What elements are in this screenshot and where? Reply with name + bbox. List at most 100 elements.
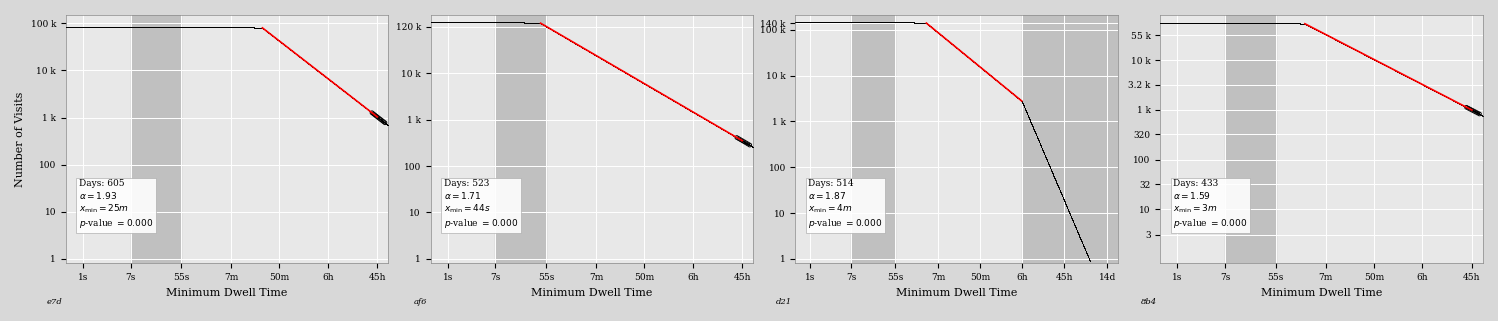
Point	[1010, 98, 1034, 103]
Point	[1062, 223, 1086, 228]
Point	[739, 143, 762, 148]
Point	[1377, 65, 1401, 70]
Point	[1462, 108, 1486, 114]
Point	[1216, 20, 1240, 25]
Point	[310, 72, 334, 77]
Point	[960, 57, 984, 63]
Point	[625, 76, 649, 82]
Point	[929, 32, 953, 37]
Point	[1052, 196, 1076, 201]
Point	[109, 24, 133, 30]
Point	[1420, 87, 1444, 92]
Point	[632, 81, 656, 86]
Point	[192, 24, 216, 30]
Point	[490, 20, 514, 25]
Point	[505, 20, 529, 25]
Point	[237, 25, 261, 30]
Point	[162, 24, 186, 30]
Point	[1180, 20, 1204, 25]
Point	[238, 25, 262, 30]
Point	[319, 79, 343, 84]
Point	[667, 101, 691, 106]
Point	[1323, 36, 1347, 41]
Point	[1189, 20, 1213, 25]
Point	[698, 119, 722, 124]
Point	[863, 20, 887, 25]
Point	[213, 24, 237, 30]
Point	[70, 24, 94, 30]
Point	[619, 73, 643, 78]
Point	[683, 111, 707, 116]
Point	[1389, 71, 1413, 76]
Point	[1410, 81, 1434, 86]
Point	[458, 20, 482, 25]
Point	[640, 85, 664, 91]
Point	[595, 59, 619, 65]
Point	[827, 20, 851, 25]
Point	[640, 85, 664, 90]
Point	[274, 43, 298, 48]
Point	[1014, 108, 1038, 114]
Point	[694, 117, 718, 122]
Point	[1431, 93, 1455, 98]
Point	[1309, 30, 1333, 35]
Point	[114, 24, 138, 30]
Point	[1242, 20, 1266, 25]
Point	[103, 24, 127, 30]
Point	[670, 103, 694, 108]
Point	[76, 24, 100, 30]
Point	[294, 58, 318, 64]
Point	[500, 20, 524, 25]
Point	[1248, 20, 1272, 25]
Point	[199, 24, 223, 30]
Point	[1380, 66, 1404, 71]
Point	[1213, 20, 1237, 25]
Point	[1366, 59, 1390, 65]
Point	[1261, 20, 1285, 25]
Point	[1239, 20, 1263, 25]
Point	[195, 24, 219, 30]
Point	[1377, 65, 1401, 70]
Point	[515, 20, 539, 25]
Point	[298, 62, 322, 67]
Point	[731, 138, 755, 143]
Point	[641, 86, 665, 91]
Point	[178, 24, 202, 30]
Point	[891, 20, 915, 25]
Point	[1162, 20, 1186, 25]
Point	[448, 20, 472, 25]
Point	[709, 126, 733, 131]
Point	[801, 20, 825, 25]
Point	[950, 50, 974, 55]
Point	[1167, 20, 1191, 25]
Point	[816, 20, 840, 25]
Point	[210, 24, 234, 30]
Point	[891, 20, 915, 25]
Point	[211, 24, 235, 30]
Point	[921, 26, 945, 31]
Point	[953, 52, 977, 57]
Point	[367, 115, 391, 120]
Point	[1407, 80, 1431, 85]
Point	[196, 24, 220, 30]
Point	[181, 24, 205, 30]
Point	[1288, 21, 1312, 26]
Point	[1458, 106, 1482, 111]
Point	[1002, 92, 1026, 98]
Point	[786, 20, 810, 25]
Point	[1446, 100, 1470, 105]
Point	[569, 44, 593, 49]
Point	[229, 24, 253, 30]
Point	[1293, 21, 1317, 26]
Point	[733, 140, 756, 145]
Point	[1284, 21, 1308, 26]
Point	[1450, 103, 1474, 108]
Point	[88, 24, 112, 30]
Point	[873, 20, 897, 25]
Point	[120, 24, 144, 30]
Point	[64, 24, 88, 30]
Point	[1429, 92, 1453, 97]
Point	[575, 48, 599, 53]
Point	[1258, 20, 1282, 25]
Point	[294, 58, 318, 63]
